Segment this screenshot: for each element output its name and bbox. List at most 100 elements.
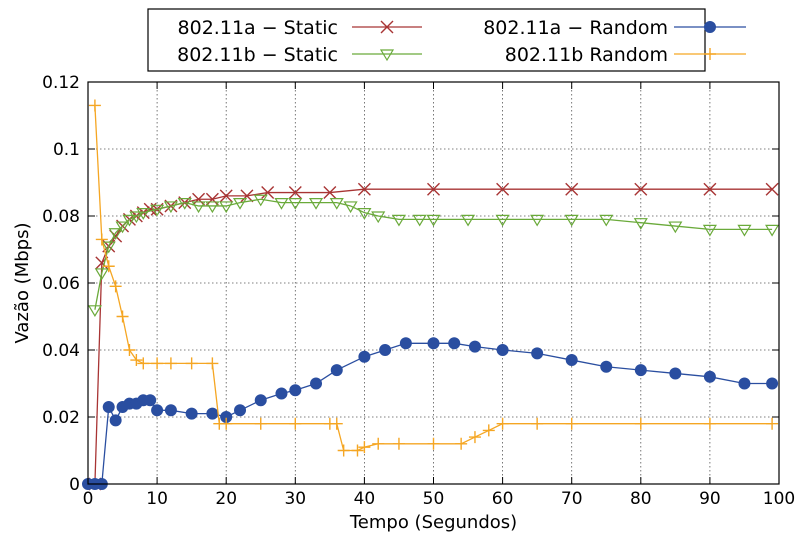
data-point (455, 437, 468, 450)
data-point (185, 357, 198, 370)
x-tick-label: 40 (354, 489, 376, 509)
data-point (310, 377, 323, 390)
data-point (151, 357, 164, 370)
data-point (308, 198, 324, 210)
data-point (109, 280, 122, 293)
data-point (379, 49, 395, 62)
data-point (95, 233, 108, 246)
data-point (129, 211, 144, 224)
data-point (274, 198, 289, 210)
data-point (206, 357, 219, 370)
data-point (109, 414, 122, 427)
legend-entry: 802.11a − Static (178, 17, 422, 39)
x-tick-label: 100 (763, 489, 795, 509)
data-point (289, 384, 302, 397)
data-point (427, 182, 440, 196)
data-point (275, 387, 288, 400)
data-point (702, 224, 717, 237)
y-axis-ticks: 0 0.02 0.04 0.06 0.08 0.1 0.12 (42, 73, 779, 495)
data-point (337, 444, 350, 457)
data-point (177, 198, 192, 210)
data-point (634, 417, 647, 430)
data-point (379, 344, 392, 356)
data-point (703, 370, 716, 383)
data-point (185, 407, 198, 420)
x-tick-label: 80 (630, 489, 652, 509)
data-point (372, 437, 385, 450)
data-point (87, 305, 102, 317)
data-point (358, 350, 371, 363)
y-tick-label: 0.06 (42, 274, 80, 294)
data-point (565, 417, 578, 430)
data-point (765, 182, 779, 196)
y-tick-label: 0.08 (42, 207, 80, 227)
data-point (88, 99, 101, 112)
series-2 (87, 194, 780, 317)
x-tick-label: 50 (423, 489, 445, 509)
data-point (357, 208, 372, 220)
data-point (766, 417, 779, 430)
data-point (634, 364, 647, 377)
data-point (102, 400, 115, 413)
y-tick-label: 0.12 (42, 73, 80, 93)
x-tick-label: 0 (83, 489, 94, 509)
data-point (357, 182, 371, 196)
legend: 802.11a − Static 802.11b − Static 802.11a … (147, 8, 746, 72)
data-point (495, 214, 510, 227)
data-point (704, 48, 716, 60)
data-point (123, 344, 136, 356)
data-point (289, 417, 302, 430)
y-tick-label: 0 (69, 475, 80, 495)
data-point (329, 198, 344, 210)
data-point (530, 214, 545, 227)
data-point (330, 364, 343, 377)
data-point (94, 268, 109, 281)
data-point (330, 417, 343, 430)
data-point (703, 417, 716, 430)
data-point (220, 417, 233, 430)
data-point (358, 441, 371, 454)
data-point (380, 20, 394, 34)
data-point (468, 431, 481, 444)
data-point (122, 214, 137, 227)
data-point (164, 357, 177, 370)
legend-label: 802.11a − Random (483, 17, 668, 39)
data-point (371, 211, 386, 224)
data-point (391, 214, 407, 227)
data-point (240, 189, 254, 203)
data-point (253, 194, 268, 207)
data-point (108, 228, 123, 240)
data-point (531, 417, 544, 430)
data-point (219, 189, 233, 203)
x-tick-label: 30 (284, 489, 306, 509)
data-point (261, 186, 275, 200)
data-point (130, 354, 143, 367)
data-point (737, 224, 752, 237)
data-point (412, 214, 427, 227)
data-point (468, 340, 481, 353)
data-point (191, 201, 206, 214)
data-point (288, 186, 302, 200)
legend-label: 802.11b − Static (177, 44, 338, 66)
data-point (163, 201, 178, 214)
x-axis-ticks: 0 10 20 30 40 50 60 70 80 90 100 (83, 82, 795, 509)
data-point (115, 221, 130, 234)
data-point (392, 437, 405, 450)
series-layer (82, 99, 780, 491)
y-tick-label: 0.02 (42, 408, 80, 428)
data-point (633, 218, 648, 230)
data-point (482, 424, 495, 437)
x-tick-label: 70 (561, 489, 583, 509)
data-point (599, 214, 614, 227)
series-3 (82, 337, 779, 490)
grid (88, 82, 779, 484)
x-tick-label: 60 (492, 489, 514, 509)
data-point (254, 394, 267, 407)
data-point (738, 377, 751, 390)
data-point (531, 347, 544, 360)
x-tick-label: 10 (146, 489, 168, 509)
legend-entry: 802.11a − Random (483, 17, 746, 39)
data-point (766, 377, 779, 390)
legend-label: 802.11a − Static (178, 17, 338, 39)
